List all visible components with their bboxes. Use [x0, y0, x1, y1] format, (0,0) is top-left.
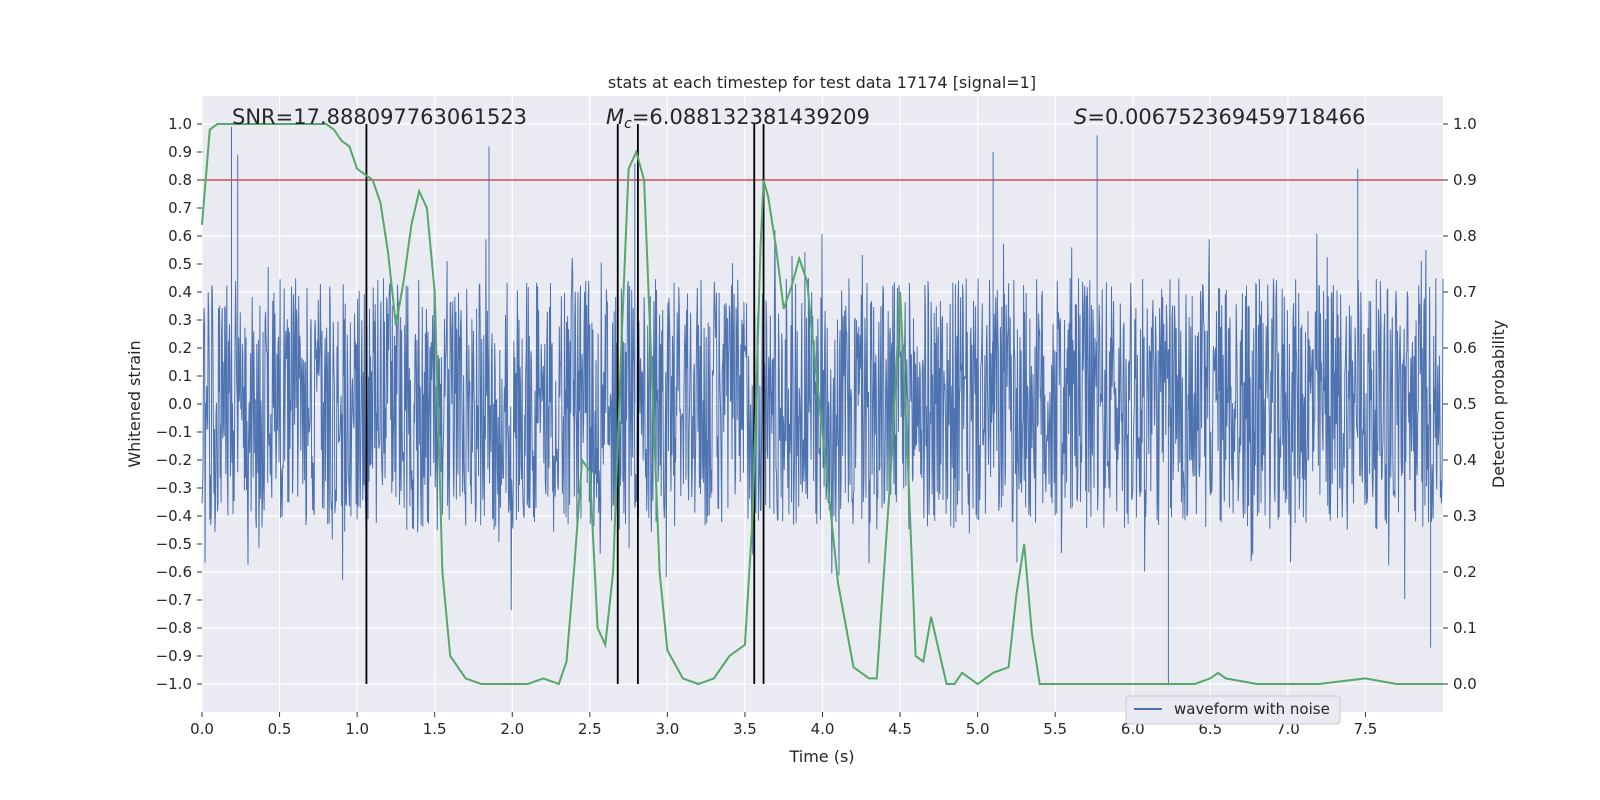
left-y-tick-label: −0.2	[156, 451, 192, 469]
left-y-tick-label: 0.2	[168, 339, 192, 357]
left-y-axis-label: Whitened strain	[125, 340, 144, 467]
event-marker-lines	[365, 124, 765, 684]
right-y-tick-label: 0.6	[1453, 339, 1477, 357]
x-tick-label: 0.0	[190, 720, 214, 738]
left-y-tick-label: 0.1	[168, 367, 192, 385]
left-y-tick-label: −0.8	[156, 619, 192, 637]
x-tick-label: 5.0	[966, 720, 990, 738]
left-y-tick-label: −0.3	[156, 479, 192, 497]
detection-probability-series	[201, 123, 1443, 686]
right-y-tick-label: 0.5	[1453, 395, 1477, 413]
x-tick-label: 4.0	[811, 720, 835, 738]
left-y-tick-label: 0.6	[168, 227, 192, 245]
x-tick-label: 0.5	[268, 720, 292, 738]
right-y-tick-label: 0.8	[1453, 227, 1477, 245]
chirp-mass-annotation: Mc=6.088132381439209	[606, 105, 870, 132]
left-y-tick-label: 0.4	[168, 283, 192, 301]
right-y-tick-label: 0.3	[1453, 507, 1477, 525]
x-tick-label: 3.5	[733, 720, 757, 738]
right-y-tick-label: 0.0	[1453, 675, 1477, 693]
left-y-tick-label: −0.4	[156, 507, 192, 525]
x-tick-label: 2.5	[578, 720, 602, 738]
right-y-tick-label: 0.4	[1453, 451, 1477, 469]
left-y-tick-label: 0.3	[168, 311, 192, 329]
legend: waveform with noise	[1125, 695, 1341, 725]
left-y-tick-label: −0.6	[156, 563, 192, 581]
x-axis-label: Time (s)	[788, 747, 854, 766]
right-y-axis-label: Detection probability	[1489, 320, 1508, 488]
x-axis-ticks: 0.0 0.5 1.0 1.5 2.0 2.5 3.0 3.5 4.0 4.5 5.0 5.5 6.0 6…	[190, 712, 1377, 738]
left-y-tick-label: −1.0	[156, 675, 192, 693]
x-tick-label: 2.0	[500, 720, 524, 738]
legend-label-waveform: waveform with noise	[1174, 700, 1330, 718]
left-y-tick-label: −0.5	[156, 535, 192, 553]
x-tick-label: 1.0	[345, 720, 369, 738]
left-y-tick-label: 0.7	[168, 199, 192, 217]
legend-box	[1125, 695, 1341, 725]
x-tick-label: 4.5	[888, 720, 912, 738]
left-y-tick-label: 0.8	[168, 171, 192, 189]
snr-annotation: SNR=17.888097763061523	[232, 105, 527, 129]
left-y-tick-label: 1.0	[168, 115, 192, 133]
x-tick-label: 1.5	[423, 720, 447, 738]
x-tick-label: 7.5	[1354, 720, 1378, 738]
chart-title: stats at each timestep for test data 171…	[608, 73, 1036, 92]
left-y-tick-label: 0.5	[168, 255, 192, 273]
left-y-tick-label: −0.9	[156, 647, 192, 665]
right-y-tick-label: 1.0	[1453, 115, 1477, 133]
x-tick-label: 3.0	[655, 720, 679, 738]
right-y-tick-label: 0.2	[1453, 563, 1477, 581]
x-tick-label: 5.5	[1043, 720, 1067, 738]
left-y-tick-label: −0.1	[156, 423, 192, 441]
left-y-tick-label: −0.7	[156, 591, 192, 609]
s-annotation: S=0.006752369459718466	[1074, 105, 1365, 129]
right-y-tick-label: 0.1	[1453, 619, 1477, 637]
left-y-tick-label: 0.9	[168, 143, 192, 161]
waveform-with-noise-series	[201, 126, 1444, 684]
left-y-tick-label: 0.0	[168, 395, 192, 413]
left-y-axis-ticks: 1.0 0.9 0.8 0.7 0.6 0.5 0.4 0.3 0.2 0.1 0.0 −0.1 −0.…	[156, 115, 202, 693]
right-y-axis-ticks: 1.0 0.9 0.8 0.7 0.6 0.5 0.4 0.3 0.2 0.1 0.0	[1443, 115, 1477, 693]
right-y-tick-label: 0.9	[1453, 171, 1477, 189]
right-y-tick-label: 0.7	[1453, 283, 1477, 301]
